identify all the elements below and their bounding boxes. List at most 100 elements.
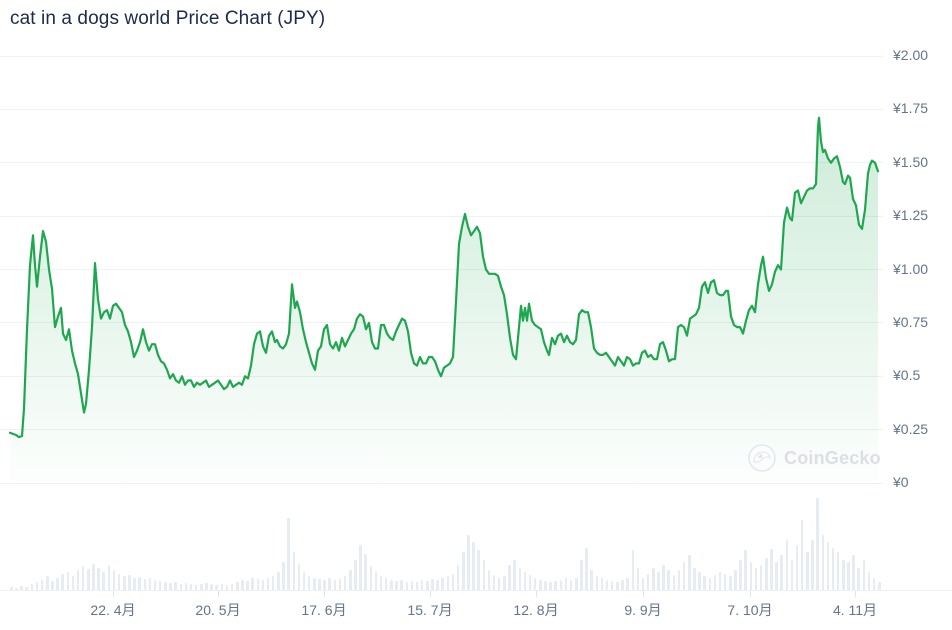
volume-bar [333,580,337,590]
x-axis-tick [113,591,114,597]
volume-bar [87,569,90,590]
volume-bar [708,578,712,590]
volume-bar [410,581,414,590]
volume-bar [102,572,105,590]
volume-bar [780,555,783,590]
volume-bar [20,586,23,590]
volume-bar [379,576,383,590]
volume-bar [431,579,434,590]
volume-bar [266,578,270,590]
volume-bar [482,560,486,590]
volume-bar [775,562,778,590]
volume-bar [739,560,742,590]
volume-bar [66,572,70,590]
x-axis-tick [218,591,219,597]
volume-bar [667,570,670,590]
volume-bar [693,568,696,590]
volume-bar [729,576,732,590]
volume-bar [323,580,326,590]
y-gridline [0,108,883,110]
volume-bar [169,583,172,590]
volume-bar [292,552,296,590]
volume-bar [123,576,126,590]
volume-bar [754,568,758,590]
volume-bar [477,550,480,590]
volume-bar [682,562,686,590]
volume-bar [112,570,116,590]
volume-bar [302,572,306,590]
volume-bar [836,552,840,590]
volume-bar [544,581,547,590]
volume-bar [390,580,393,590]
volume-bar [97,568,100,590]
volume-bar [688,555,691,590]
volume-bar [261,580,265,590]
volume-bar [15,588,18,590]
y-axis-label: ¥1.00 [893,260,929,277]
volume-bar [811,540,814,590]
volume-bar [153,580,157,590]
volume-bar [107,565,111,590]
volume-bar [441,578,444,590]
volume-bar [210,584,213,590]
volume-bar [359,545,362,590]
volume-bar [867,572,871,590]
volume-bar [800,520,804,590]
volume-bar [349,570,352,590]
volume-bar [559,580,563,590]
volume-bar [878,582,881,590]
volume-bar [765,558,768,590]
volume-bar [51,581,54,590]
y-axis-label: ¥0.75 [893,313,929,330]
volume-bar [318,579,321,590]
price-chart-plot-area[interactable] [10,56,878,483]
coingecko-watermark-text: CoinGecko [784,447,881,468]
y-axis-label: ¥1.25 [893,207,929,224]
volume-bar [487,570,491,590]
volume-bar [446,576,450,590]
volume-bar [605,580,609,590]
volume-bar [831,548,835,590]
volume-bar [575,578,578,590]
volume-bar [872,578,876,590]
volume-bar [713,575,717,590]
x-axis-label: 15. 7月 [407,602,453,618]
y-gridline [0,55,883,57]
volume-bar [92,564,95,590]
volume-bar [641,578,645,590]
volume-bar [703,576,706,590]
y-axis-label: ¥2.00 [893,47,929,63]
volume-bar [61,574,64,590]
volume-bar [492,575,496,590]
volume-bar [723,574,727,590]
volume-bar [580,560,583,590]
volume-bar [847,562,850,590]
volume-bar [25,587,28,590]
volume-bar [338,579,342,590]
volume-bar [313,578,316,590]
volume-bar [225,585,229,590]
volume-bar [508,565,511,590]
volume-bar [241,580,244,590]
volume-bar [415,582,419,590]
volume-bar [143,579,147,590]
volume-bar [246,581,249,590]
volume-bar [677,570,681,590]
volume-bar [251,578,254,590]
x-axis-label: 22. 4月 [90,602,136,618]
volume-bar [646,574,650,590]
volume-bar [462,552,465,590]
volume-bar [189,584,193,590]
volume-bar [71,576,75,590]
coingecko-gecko-icon [748,444,776,472]
volume-bar [179,584,183,590]
volume-bar [200,584,203,590]
volume-bar [76,570,80,590]
volume-bar [148,578,152,590]
volume-bar [533,578,537,590]
volume-bar [400,580,403,590]
coingecko-watermark: CoinGecko [748,443,881,473]
volume-bar [790,560,794,590]
volume-bar [652,568,655,590]
